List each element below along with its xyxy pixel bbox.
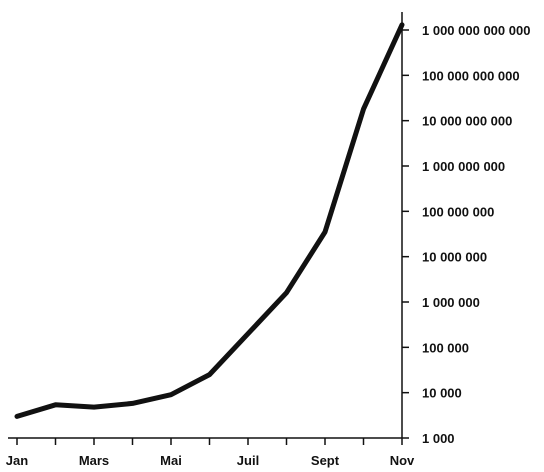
series-group (14, 22, 405, 419)
y-tick-label: 10 000 000 (422, 250, 487, 265)
y-tick-label: 10 000 000 000 (422, 114, 512, 129)
y-tick-label: 1 000 000 000 000 (422, 23, 530, 38)
x-tick-label: Mars (79, 453, 109, 468)
x-tick-label: Mai (160, 453, 182, 468)
y-tick-label: 1 000 000 000 (422, 159, 505, 174)
series-line (14, 22, 405, 419)
x-tick-label: Nov (390, 453, 415, 468)
y-tick-label: 100 000 000 000 (422, 68, 520, 83)
x-tick-label: Jan (6, 453, 28, 468)
x-axis-ticks: Jan Mars Mai Juil Sept Nov (6, 438, 415, 468)
x-tick-label: Juil (237, 453, 259, 468)
y-tick-label: 1 000 000 (422, 295, 480, 310)
y-tick-label: 10 000 (422, 386, 462, 401)
y-tick-label: 100 000 000 (422, 204, 494, 219)
y-tick-label: 1 000 (422, 431, 455, 446)
y-axis-ticks: 1 000 10 000 100 000 1 000 000 10 000 000 100… (402, 23, 530, 446)
x-tick-label: Sept (311, 453, 340, 468)
chart-axes (8, 12, 403, 439)
y-tick-label: 100 000 (422, 340, 469, 355)
